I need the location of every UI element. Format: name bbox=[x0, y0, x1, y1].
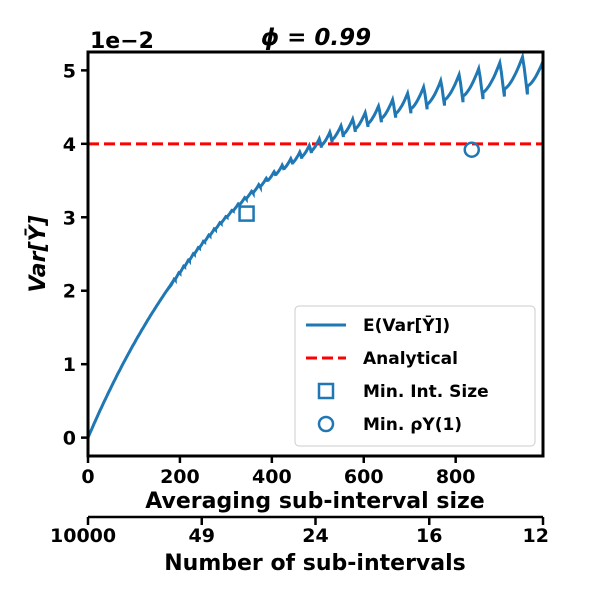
x-tick-label: 0 bbox=[81, 466, 94, 488]
y-tick-label: 4 bbox=[63, 134, 76, 156]
chart-title: ϕ = 0.99 bbox=[261, 25, 371, 51]
x2-tick-label: 24 bbox=[302, 525, 328, 547]
secondary-x-axis-label: Number of sub-intervals bbox=[164, 551, 465, 576]
legend: E(Var[Ȳ]) Analytical Min. Int. Size Min.… bbox=[294, 305, 536, 447]
secondary-x-axis: 10000 49 24 16 12 bbox=[50, 517, 549, 547]
x-tick-label: 600 bbox=[344, 466, 384, 488]
legend-label-mean: E(Var[Ȳ]) bbox=[363, 314, 450, 336]
x2-tick-label: 10000 bbox=[50, 525, 116, 547]
x2-tick-label: 12 bbox=[523, 525, 549, 547]
mean-variance-curve bbox=[88, 52, 543, 439]
plot-frame bbox=[86, 50, 545, 458]
x-tick-label: 200 bbox=[160, 466, 200, 488]
plot-area bbox=[88, 52, 543, 439]
x-axis: 0 200 400 600 800 bbox=[81, 456, 476, 488]
x2-tick-label: 16 bbox=[416, 525, 442, 547]
y-offset-label: 1e−2 bbox=[90, 29, 154, 54]
marker-min-rho bbox=[463, 141, 481, 158]
x-tick-label: 800 bbox=[436, 466, 476, 488]
y-tick-label: 2 bbox=[63, 281, 76, 303]
x2-tick-label: 49 bbox=[189, 525, 215, 547]
y-tick-label: 3 bbox=[63, 207, 76, 229]
y-tick-label: 5 bbox=[63, 60, 76, 82]
legend-marker-circle bbox=[317, 415, 335, 433]
y-tick-label: 1 bbox=[63, 354, 76, 376]
y-tick-label: 0 bbox=[63, 428, 76, 450]
x-tick-label: 400 bbox=[252, 466, 292, 488]
legend-box bbox=[294, 305, 536, 447]
x-axis-label: Averaging sub-interval size bbox=[145, 489, 484, 514]
legend-label-min-rho: Min. ρY(1) bbox=[363, 415, 462, 435]
legend-marker-square bbox=[317, 382, 335, 400]
legend-label-min-int-size: Min. Int. Size bbox=[363, 382, 489, 402]
y-axis-label: Var[Ȳ] bbox=[25, 215, 51, 292]
y-axis: 0 1 2 3 4 5 bbox=[63, 60, 88, 450]
legend-label-analytical: Analytical bbox=[363, 349, 458, 369]
marker-min-int-size bbox=[238, 205, 255, 222]
